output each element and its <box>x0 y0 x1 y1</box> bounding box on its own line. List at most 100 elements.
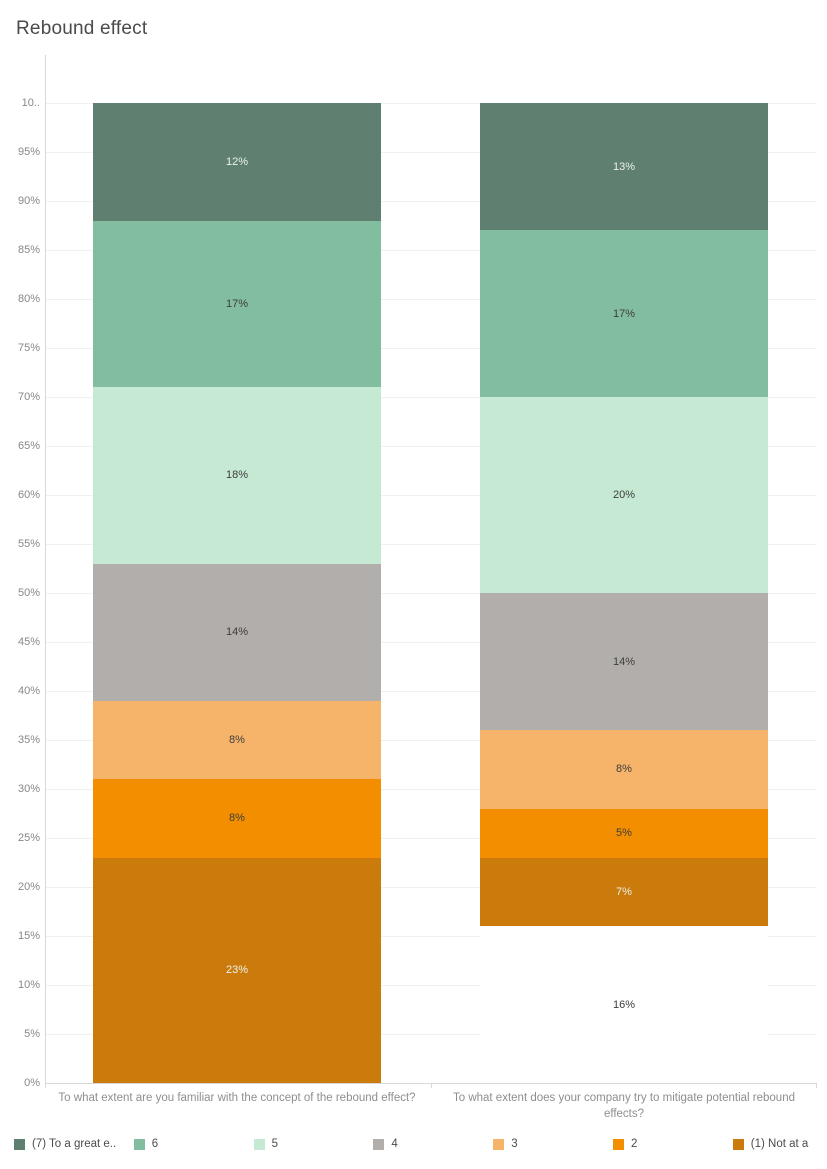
y-axis-tick-label: 45% <box>17 636 40 648</box>
legend-label: 2 <box>631 1138 638 1150</box>
y-axis-line <box>45 55 46 1083</box>
y-axis-tick-label: 80% <box>17 293 40 305</box>
bar-segment-label: 7% <box>616 885 632 898</box>
category-boundary-tick <box>430 1083 432 1088</box>
bar-segment-label: 8% <box>229 733 245 746</box>
bar-segment[interactable]: 13% <box>480 103 768 231</box>
bar-segment[interactable]: 17% <box>93 220 381 388</box>
y-axis-tick-label: 55% <box>17 538 40 550</box>
bar-segment-label: 14% <box>225 626 249 639</box>
y-axis-tick-label: 10.. <box>21 97 40 109</box>
legend-label: 5 <box>271 1138 278 1150</box>
y-axis-tick-label: 25% <box>17 832 40 844</box>
y-axis-tick-label: 70% <box>17 391 40 403</box>
y-axis-tick-label: 30% <box>17 783 40 795</box>
bar-segment[interactable]: 12% <box>93 103 381 221</box>
category-boundary-tick <box>816 1083 817 1088</box>
bar-segment[interactable]: 18% <box>93 387 381 564</box>
legend-swatch <box>732 1138 744 1150</box>
gridline <box>45 739 816 741</box>
bar-segment[interactable]: 8% <box>480 730 768 809</box>
gridline <box>45 102 816 104</box>
stacked-bar: 13% 17% 20% 14% 8% 5% 7% 16% <box>480 103 768 1083</box>
bar-segment-label: 8% <box>616 763 632 776</box>
gridline <box>45 445 816 447</box>
bar-segment-label: 8% <box>229 812 245 825</box>
y-axis-tick-label: 40% <box>17 685 40 697</box>
y-axis-tick-label: 95% <box>17 146 40 158</box>
y-axis-tick-label: 75% <box>17 342 40 354</box>
y-axis-tick-label: 10% <box>17 979 40 991</box>
gridline <box>45 298 816 300</box>
bar-segment-label: 18% <box>225 469 249 482</box>
bar-segment[interactable]: 14% <box>480 593 768 731</box>
legend-swatch <box>493 1138 505 1150</box>
gridline <box>45 1033 816 1035</box>
legend-item[interactable]: (1) Not at a <box>732 1138 809 1150</box>
gridline <box>45 151 816 153</box>
bar-segment-label: 17% <box>225 297 249 310</box>
legend-item[interactable]: 4 <box>373 1138 398 1150</box>
stacked-bar: 12% 17% 18% 14% 8% 8% 23% <box>93 103 381 1083</box>
gridline <box>45 935 816 937</box>
y-axis-tick-label: 0% <box>24 1077 40 1089</box>
legend-label: 6 <box>151 1138 159 1150</box>
gridline <box>45 249 816 251</box>
bar-segment-label: 16% <box>612 998 636 1011</box>
y-axis-tick-label: 65% <box>17 440 40 452</box>
gridline <box>45 886 816 888</box>
y-axis-tick-label: 85% <box>17 244 40 256</box>
legend-swatch <box>373 1138 385 1150</box>
legend-item[interactable]: 5 <box>253 1138 278 1150</box>
gridline <box>45 592 816 594</box>
legend-item[interactable]: 2 <box>613 1138 637 1150</box>
legend: (7) To a great e.. 6 5 4 3 2 (1) Not at a <box>0 1136 827 1158</box>
bar-segment-label: 23% <box>225 964 249 977</box>
y-axis-tick-label: 60% <box>17 489 40 501</box>
legend-swatch <box>613 1138 624 1150</box>
gridline <box>45 494 816 496</box>
y-axis-tick-label: 50% <box>17 587 40 599</box>
bar-segment[interactable]: 20% <box>480 397 768 593</box>
legend-item[interactable]: 3 <box>493 1138 518 1150</box>
y-axis-tick-label: 20% <box>17 881 40 893</box>
legend-label: (1) Not at a <box>750 1138 809 1150</box>
gridline <box>45 200 816 202</box>
bar-segment-label: 14% <box>612 655 636 668</box>
bar-segment-label: 5% <box>616 827 632 840</box>
bar-segment[interactable]: 14% <box>93 563 381 701</box>
x-axis-category-label: To what extent does your company try to … <box>452 1092 795 1120</box>
bar-segment[interactable]: 16% <box>480 926 768 1083</box>
gridline <box>45 837 816 839</box>
y-axis-tick-label: 90% <box>17 195 40 207</box>
bar-segment[interactable]: 23% <box>93 857 381 1083</box>
bar-segment-label: 12% <box>225 155 249 168</box>
bar-segment-label: 20% <box>612 489 636 501</box>
gridline <box>45 347 816 349</box>
gridline <box>45 641 816 643</box>
legend-item[interactable]: (7) To a great e.. <box>14 1138 116 1150</box>
bar-segment[interactable]: 17% <box>480 230 768 397</box>
bar-segment[interactable]: 8% <box>93 700 381 780</box>
legend-label: 3 <box>511 1138 518 1150</box>
gridline <box>45 396 816 398</box>
legend-swatch <box>14 1138 25 1150</box>
gridline <box>45 788 816 790</box>
legend-swatch <box>253 1138 265 1150</box>
category-boundary-tick <box>45 1083 46 1088</box>
legend-label: (7) To a great e.. <box>32 1138 117 1150</box>
bar-segment[interactable]: 8% <box>93 779 381 858</box>
chart-title: Rebound effect <box>16 18 148 39</box>
bar-segment[interactable]: 5% <box>480 808 768 858</box>
y-axis-tick-label: 35% <box>17 734 40 746</box>
x-axis-category-label: To what extent are you familiar with the… <box>58 1092 416 1104</box>
bar-segment[interactable]: 7% <box>480 857 768 927</box>
legend-swatch <box>133 1138 145 1150</box>
legend-item[interactable]: 6 <box>133 1138 159 1150</box>
legend-label: 4 <box>391 1138 398 1150</box>
y-axis-tick-label: 15% <box>17 930 40 942</box>
gridline <box>45 984 816 986</box>
y-axis-tick-label: 5% <box>24 1028 40 1040</box>
bar-segment-label: 17% <box>612 307 636 320</box>
